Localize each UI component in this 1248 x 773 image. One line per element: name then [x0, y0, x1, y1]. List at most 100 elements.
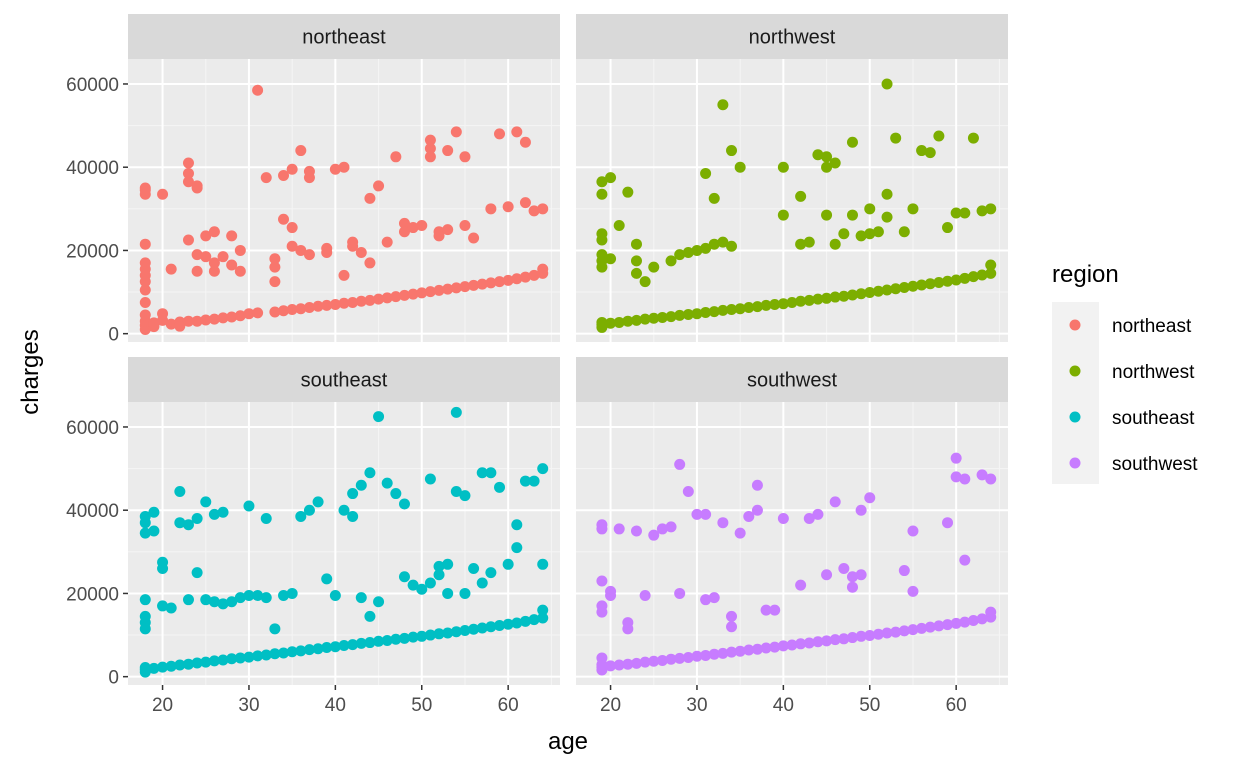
panel-background: [128, 59, 560, 342]
data-point: [416, 583, 428, 595]
data-point: [881, 78, 893, 90]
data-point: [476, 278, 488, 290]
data-point: [916, 145, 928, 157]
data-point: [898, 281, 910, 293]
data-point: [942, 275, 954, 287]
data-point: [139, 610, 151, 622]
data-point: [630, 267, 642, 279]
data-point: [528, 205, 540, 217]
data-point: [208, 226, 220, 238]
data-point: [217, 312, 229, 324]
data-point: [846, 289, 858, 301]
data-point: [338, 639, 350, 651]
y-tick-label: 40000: [66, 158, 119, 179]
data-point: [630, 657, 642, 669]
data-point: [476, 467, 488, 479]
data-point: [829, 291, 841, 303]
data-point: [528, 614, 540, 626]
data-point: [234, 310, 246, 322]
data-point: [139, 296, 151, 308]
data-point: [139, 594, 151, 606]
data-point: [777, 640, 789, 652]
data-point: [777, 161, 789, 173]
data-point: [726, 610, 738, 622]
data-point: [442, 558, 454, 570]
data-point: [821, 635, 833, 647]
data-point: [269, 261, 281, 273]
data-point: [269, 623, 281, 635]
data-point: [200, 594, 212, 606]
data-point: [700, 306, 712, 318]
data-point: [751, 504, 763, 516]
data-point: [329, 163, 341, 175]
panel-background: [576, 59, 1008, 342]
facet-strip-label: southwest: [747, 370, 837, 392]
data-point: [174, 517, 186, 529]
data-point: [485, 203, 497, 215]
data-point: [200, 314, 212, 326]
data-point: [424, 134, 436, 146]
data-point: [743, 644, 755, 656]
data-point: [769, 641, 781, 653]
data-point: [967, 271, 979, 283]
data-point: [174, 485, 186, 497]
data-point: [329, 641, 341, 653]
data-point: [312, 496, 324, 508]
data-point: [665, 653, 677, 665]
data-point: [674, 652, 686, 664]
data-point: [682, 247, 694, 259]
data-point: [303, 165, 315, 177]
data-point: [338, 297, 350, 309]
data-point: [364, 192, 376, 204]
data-point: [269, 648, 281, 660]
data-point: [907, 203, 919, 215]
data-point: [537, 558, 549, 570]
y-tick-label: 60000: [66, 75, 119, 96]
data-point: [907, 585, 919, 597]
data-point: [243, 651, 255, 663]
data-point: [347, 296, 359, 308]
data-point: [416, 219, 428, 231]
facet-panel-southeast: southeast 0 20000 40000 60000 20 30 40 50 60: [66, 357, 560, 716]
data-point: [459, 151, 471, 163]
data-point: [537, 463, 549, 475]
data-point: [717, 517, 729, 529]
data-point: [639, 656, 651, 668]
data-point: [881, 284, 893, 296]
data-point: [726, 240, 738, 252]
data-point: [648, 655, 660, 667]
data-point: [191, 249, 203, 261]
data-point: [528, 269, 540, 281]
data-point: [596, 652, 608, 664]
data-point: [734, 527, 746, 539]
data-point: [243, 590, 255, 602]
data-point: [924, 621, 936, 633]
data-point: [182, 594, 194, 606]
data-point: [665, 255, 677, 267]
data-point: [985, 267, 997, 279]
data-point: [622, 658, 634, 670]
data-point: [165, 660, 177, 672]
y-tick-label: 60000: [66, 418, 119, 439]
data-point: [656, 523, 668, 535]
legend-label: southwest: [1112, 454, 1198, 475]
data-point: [639, 276, 651, 288]
facet-panel-northwest: northwest: [576, 14, 1008, 342]
data-point: [260, 513, 272, 525]
facet-panel-northeast: northeast 0 20000 40000 60000: [66, 14, 560, 346]
data-point: [622, 315, 634, 327]
facet-strip: [576, 357, 1008, 402]
data-point: [442, 283, 454, 295]
data-point: [459, 624, 471, 636]
data-point: [760, 604, 772, 616]
data-point: [967, 132, 979, 144]
data-point: [381, 477, 393, 489]
data-point: [433, 628, 445, 640]
data-point: [846, 209, 858, 221]
data-point: [665, 521, 677, 533]
data-point: [286, 646, 298, 658]
data-point: [278, 647, 290, 659]
data-point: [674, 249, 686, 261]
data-point: [682, 309, 694, 321]
data-point: [717, 304, 729, 316]
